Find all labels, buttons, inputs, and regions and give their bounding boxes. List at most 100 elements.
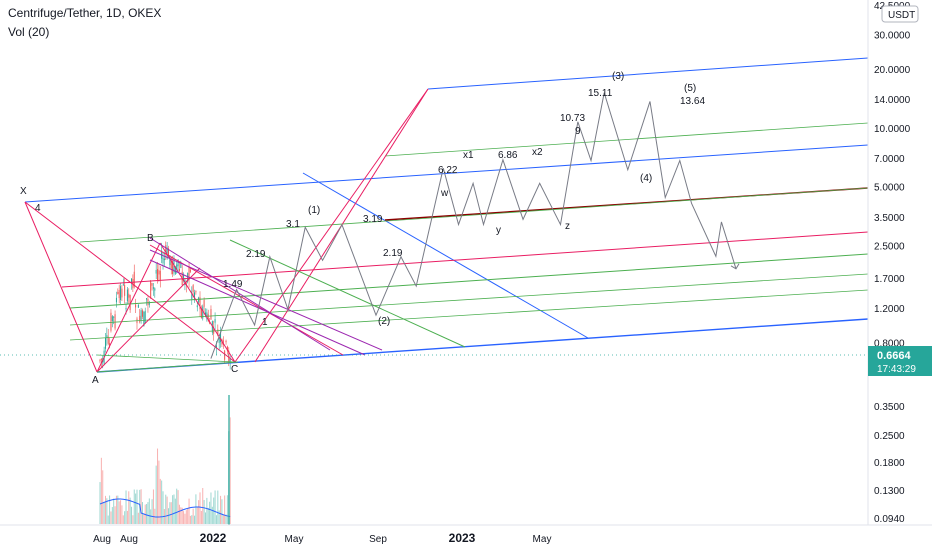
candle-body [148,303,150,305]
volume-bar [204,512,206,524]
volume-tick-label: 0.0940 [874,514,905,525]
wave-label: 10.73 [560,113,585,124]
volume-bar [185,510,187,524]
fib-level-line [69,253,869,309]
fork-line [24,201,98,373]
candle-body [117,291,119,294]
volume-bar [166,496,168,524]
volume-bar [147,502,149,524]
candle-body [137,304,139,308]
candle-body [163,258,165,261]
volume-bar [162,491,164,524]
volume-bar [99,482,101,524]
candle-body [140,310,142,320]
candle-body [109,343,111,347]
price-tick-label: 14.0000 [874,95,911,106]
volume-bar [122,515,124,524]
wave-labels: 1.49 2.19 1 3.1 (1) 3.19 2.19 (2) 6.22 x1 w y 6.86 x2… [20,71,705,386]
fib-level-line [79,187,869,243]
volume-bar [150,509,152,524]
candle-body [106,335,108,338]
volume-bar [220,495,222,524]
volume-bar [207,507,209,524]
volume-bar [146,504,148,524]
volume-bar [158,460,160,524]
time-tick-label: Aug [93,534,111,545]
time-axis[interactable]: Aug Aug 2022 May Sep 2023 May [93,531,551,545]
price-tick-label: 10.0000 [874,124,911,135]
fork-line [96,242,161,373]
fib-level-line [61,231,869,288]
pitchfork-upper-tine [24,144,869,203]
candle-body [220,332,222,343]
candle-body [114,314,116,329]
wave-label: (4) [640,173,652,184]
volume-bar [192,508,194,524]
volume-bar [196,506,198,524]
candle-body [189,270,191,272]
volume-bar [177,490,179,524]
candle-body [178,269,180,272]
time-tick-label: 2022 [200,531,227,545]
drawing-tools[interactable] [0,57,869,373]
volume-bar [129,497,131,524]
candle-body [192,285,194,292]
candle-body [141,310,143,317]
volume-bar [137,512,139,524]
wave-label: 1.49 [223,279,243,290]
volume-bar [200,510,202,524]
volume-indicator-label[interactable]: Vol (20) [8,25,50,39]
candle-body [131,278,133,282]
candle-body [104,337,106,349]
volume-bar [214,490,216,524]
candle-body [110,312,112,331]
candle-body [146,298,148,300]
volume-bar [136,489,138,524]
currency-badge: USDT [881,5,919,23]
candle-body [151,283,153,286]
candle-body [183,275,185,281]
candle-body [162,257,164,264]
candle-body [100,358,102,361]
volume-bar [189,515,191,524]
time-tick-label: Sep [369,534,387,545]
candle-body [215,345,217,348]
wave-label: 6.86 [498,150,518,161]
currency-badge-frame [881,5,919,23]
volume-bar [188,498,190,524]
volume-bar [221,499,223,524]
volume-bar [109,495,111,524]
wave-label: (2) [378,316,390,327]
candle-body [147,298,149,306]
volume-bar [222,515,224,524]
volume-bar [209,501,211,524]
chart-title: Centrifuge/Tether, 1D, OKEX [8,6,162,20]
volume-bar [100,457,102,524]
volume-bar [159,478,161,524]
candle-body [159,270,161,281]
fork-line [159,242,236,363]
volume-bar [181,507,183,524]
volume-bar [161,480,163,524]
candle-body [120,286,122,301]
wave-label: w [440,188,449,199]
volume-bar [229,417,231,524]
volume-bar [103,502,105,524]
pivot-label: X [20,186,27,197]
candle-body [202,306,204,319]
candle-body [135,304,137,308]
volume-tick-label: 0.2500 [874,431,905,442]
candle-body [218,337,220,343]
wave-label: 9 [575,126,581,137]
projection-polyline [210,92,737,359]
candle-body [195,291,197,293]
candle-body [165,245,167,253]
volume-bar [102,470,104,524]
candle-body [107,336,109,344]
volume-bar [211,506,213,524]
projected-path [210,92,740,359]
volume-bar [195,494,197,524]
price-axis[interactable]: 4 2.5000 30.0000 20.0000 14.0000 10.0000 7.000… [0,0,932,526]
price-tick-label: 0.8000 [874,338,905,349]
